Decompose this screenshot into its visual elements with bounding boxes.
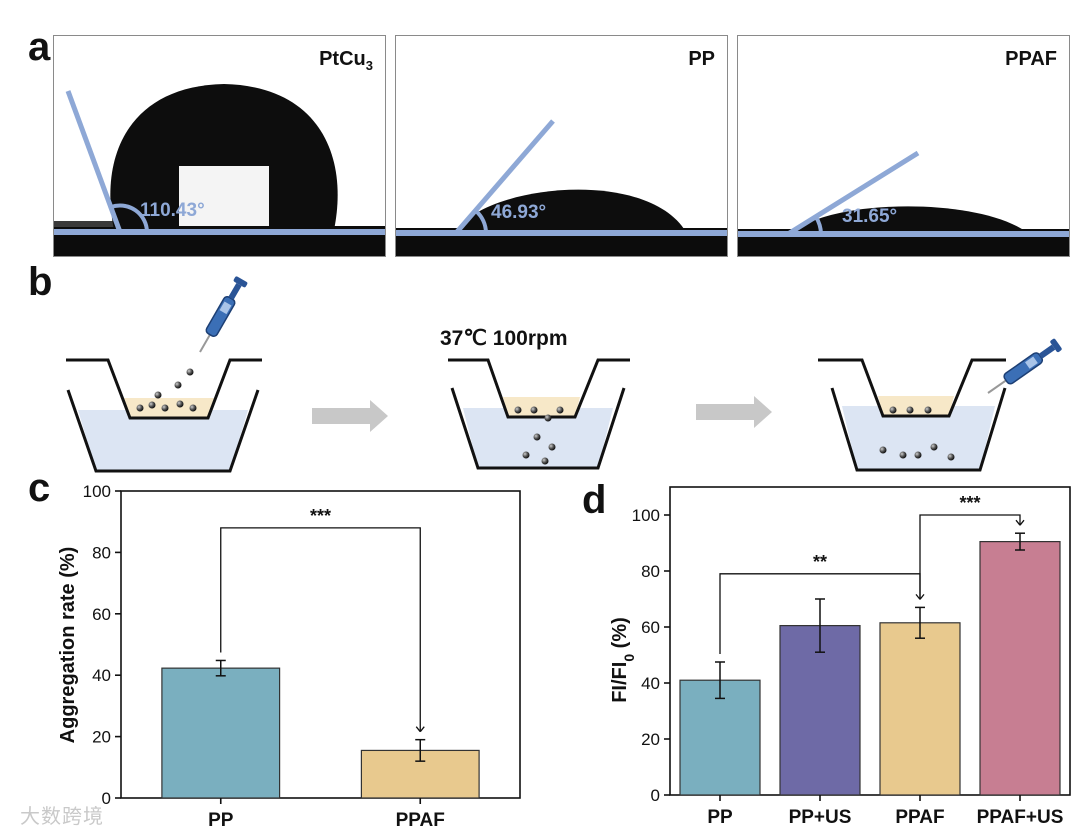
y-tick-label: 40 <box>92 666 111 685</box>
photo-title-pp: PP <box>688 48 715 70</box>
particles-step-2 <box>514 406 564 465</box>
contact-angle-photo-ptcu3: PtCu3 110.43° <box>53 35 386 257</box>
y-axis-label: Aggregation rate (%) <box>57 547 79 744</box>
transwell-step-1 <box>66 358 262 473</box>
angle-label-ptcu3: 110.43° <box>140 200 205 221</box>
bar-pp <box>161 667 281 799</box>
pipette-icon <box>987 338 1062 394</box>
incubation-condition: 37℃ 100rpm <box>440 327 568 350</box>
arrow-right-icon <box>312 400 388 432</box>
angle-label-pp: 46.93° <box>491 202 547 223</box>
arrow-right-icon <box>696 396 772 428</box>
droplet-ppaf-graphic <box>738 150 1069 256</box>
panel-label-c: c <box>28 466 51 510</box>
contact-angle-photo-ppaf: PPAF 31.65° <box>737 35 1070 257</box>
particles-step-1 <box>136 368 197 412</box>
y-tick-label: 20 <box>92 728 111 747</box>
pipette-icon <box>199 276 248 353</box>
photo-title-ptcu3: PtCu3 <box>319 48 373 73</box>
y-tick-label: 0 <box>102 789 111 808</box>
y-tick-label: 100 <box>83 482 111 501</box>
incubation-schematic <box>66 276 1062 473</box>
panel-label-a: a <box>28 25 51 69</box>
panel-label-b: b <box>28 260 53 304</box>
y-tick-label: 60 <box>92 605 111 624</box>
contact-angle-photo-pp: PP 46.93° <box>395 35 728 257</box>
x-category-label: PP <box>208 810 234 831</box>
bracket-arrow <box>415 726 421 733</box>
x-category-label: PPAF <box>396 810 445 831</box>
watermark-text: 大数跨境 <box>20 804 104 828</box>
angle-label-ppaf: 31.65° <box>842 206 898 227</box>
significance-bracket <box>220 527 421 732</box>
significance-label: *** <box>310 506 331 526</box>
bracket-arrow <box>419 726 425 733</box>
droplet-pp-graphic <box>396 119 727 256</box>
droplet-ptcu3-graphic <box>54 84 385 256</box>
panel-label-d: d <box>582 478 607 522</box>
particles-step-3 <box>879 406 955 461</box>
photo-title-ppaf: PPAF <box>1005 48 1057 70</box>
transwell-step-3 <box>818 358 1007 472</box>
y-tick-label: 80 <box>92 543 111 562</box>
plot-frame <box>120 490 521 799</box>
